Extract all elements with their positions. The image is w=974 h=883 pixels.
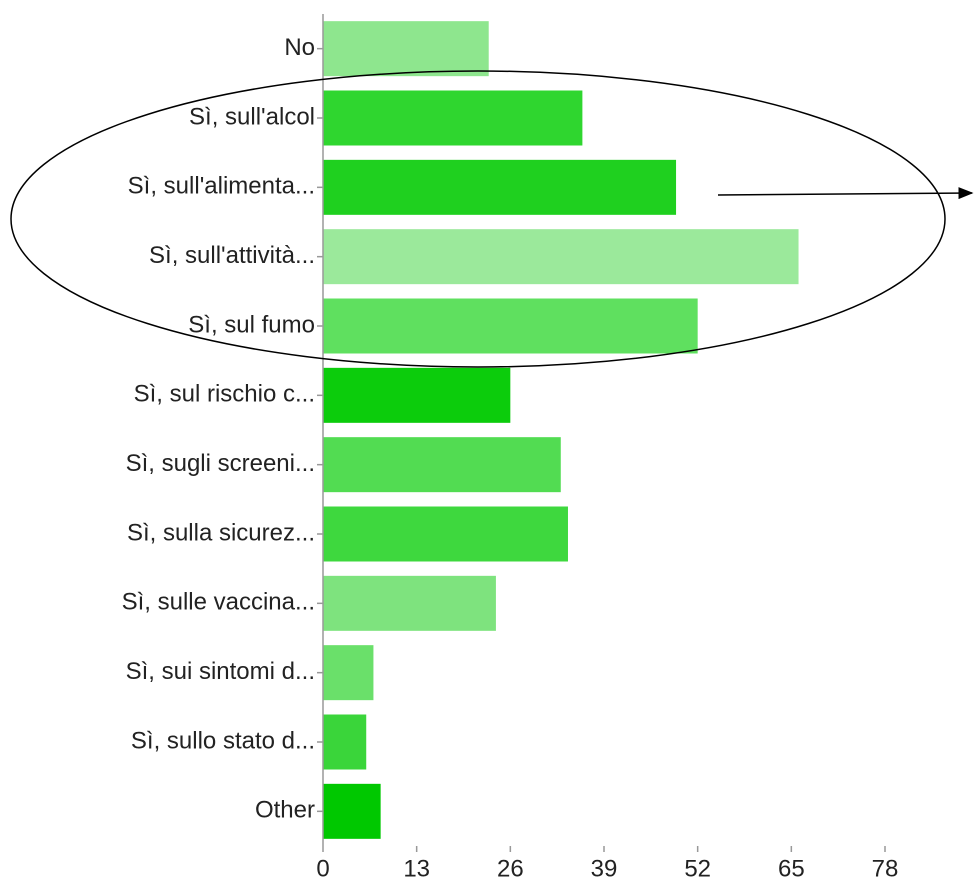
bar [323,90,583,146]
y-tick-label: Sì, sui sintomi d... [126,658,315,685]
annotation-ellipse [10,70,946,368]
y-tick-label: Other [255,797,315,824]
x-tick-label: 26 [497,855,524,882]
bar [323,714,367,770]
y-tick-label: Sì, sullo stato d... [131,727,315,754]
x-tick-label: 39 [591,855,618,882]
y-tick-label: Sì, sulle vaccina... [122,589,315,616]
x-tick-label: 78 [872,855,899,882]
bar [323,21,489,77]
bar [323,229,799,285]
bar [323,645,374,701]
y-tick-label: Sì, sulla sicurez... [127,519,315,546]
bar [323,298,698,354]
x-tick-label: 13 [403,855,430,882]
bar [323,575,496,631]
bar [323,159,677,215]
x-tick-label: 0 [316,855,329,882]
y-tick-label: Sì, sul fumo [188,311,315,338]
x-tick-label: 65 [778,855,805,882]
bar [323,783,381,839]
y-tick-label: Sì, sull'alcol [189,103,315,130]
bar [323,367,511,423]
y-tick-label: Sì, sugli screeni... [126,450,315,477]
y-tick-label: Sì, sul rischio c... [134,381,315,408]
y-tick-label: Sì, sull'alimenta... [128,173,315,200]
annotation-arrow [717,187,974,200]
bar [323,437,561,493]
x-tick-label: 52 [684,855,711,882]
bar [323,506,568,562]
y-tick-label: No [284,34,315,61]
y-tick-label: Sì, sull'attività... [149,242,315,269]
